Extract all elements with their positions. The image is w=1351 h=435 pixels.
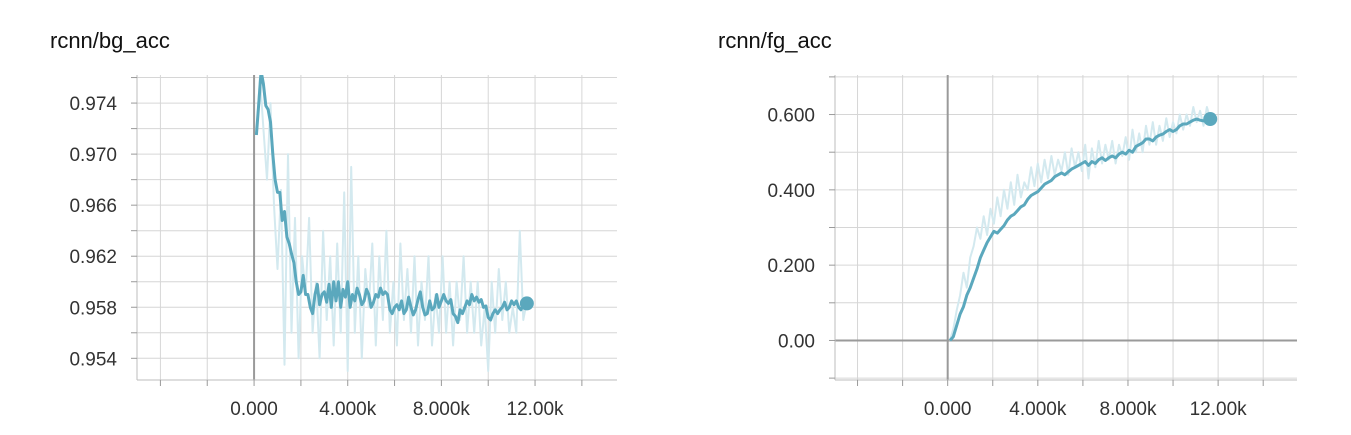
series-line-raw [255, 76, 528, 373]
x-tick-label: 0.000 [924, 399, 972, 420]
grid [835, 75, 1297, 380]
x-tick-label: 12.00k [1190, 399, 1248, 420]
grid [137, 75, 617, 380]
chart-title: rcnn/bg_acc [50, 28, 170, 53]
y-tick-label: 0.400 [767, 181, 815, 202]
chart-title: rcnn/fg_acc [718, 28, 832, 53]
series-line-smoothed [948, 117, 1211, 342]
y-tick-label: 0.970 [69, 145, 117, 166]
x-tick-label: 4.000k [319, 399, 377, 420]
y-tick-label: 0.958 [69, 298, 117, 319]
chart-panel-bg-acc: rcnn/bg_acc 0.000 4.000k 8.000k 12.00k 0.954… [0, 0, 660, 430]
x-tick-label: 8.000k [1099, 399, 1157, 420]
series-end-marker [519, 296, 534, 311]
y-tick-label: 0.600 [767, 106, 815, 127]
series-line-smoothed [254, 75, 528, 325]
x-tick-label: 12.00k [507, 399, 565, 420]
x-tick-label: 8.000k [413, 399, 471, 420]
x-tick-label: 4.000k [1009, 399, 1067, 420]
y-tick-label: 0.974 [69, 94, 117, 115]
y-tick-label: 0.200 [767, 256, 815, 277]
x-tick-label: 0.000 [230, 399, 278, 420]
chart-fg-acc: 0.000 4.000k 8.000k 12.00k 0.00 0.200 0.400 0.6… [767, 75, 1297, 420]
chart-panel-fg-acc: rcnn/fg_acc 0.000 4.000k 8.000k 12.00k 0.00 0… [660, 0, 1351, 430]
chart-bg-acc: 0.000 4.000k 8.000k 12.00k 0.954 0.958 0.962 0.… [69, 75, 617, 420]
series-line-raw [948, 106, 1212, 341]
y-tick-label: 0.966 [69, 196, 117, 217]
y-tick-label: 0.962 [69, 247, 117, 268]
series-end-marker [1203, 112, 1218, 127]
y-tick-label: 0.00 [778, 331, 815, 352]
y-tick-label: 0.954 [69, 349, 117, 370]
